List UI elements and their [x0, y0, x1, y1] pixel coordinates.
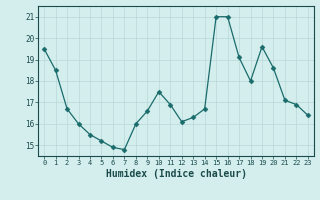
X-axis label: Humidex (Indice chaleur): Humidex (Indice chaleur) [106, 169, 246, 179]
